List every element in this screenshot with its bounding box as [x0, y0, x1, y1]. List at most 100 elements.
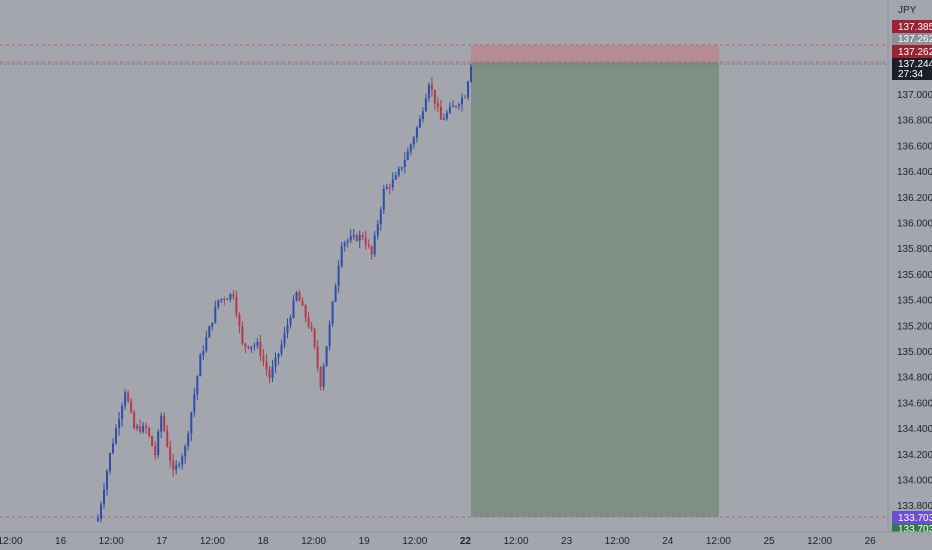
candle-bear[interactable]: [130, 401, 133, 412]
candle-bull[interactable]: [196, 376, 199, 395]
candle-bull[interactable]: [199, 354, 202, 377]
candle-bull[interactable]: [373, 235, 376, 255]
candle-bull[interactable]: [256, 341, 259, 346]
candle-bear[interactable]: [148, 427, 151, 436]
candle-bull[interactable]: [349, 236, 352, 241]
candle-bull[interactable]: [214, 307, 217, 323]
candle-bull[interactable]: [142, 425, 145, 432]
candle-bull[interactable]: [400, 167, 403, 169]
candle-bull[interactable]: [292, 300, 295, 318]
candle-bull[interactable]: [295, 292, 298, 301]
candle-bull[interactable]: [118, 419, 121, 429]
candle-bull[interactable]: [217, 300, 220, 308]
candle-bear[interactable]: [139, 426, 142, 432]
candle-bull[interactable]: [406, 151, 409, 160]
candle-bull[interactable]: [452, 105, 454, 108]
candle-bull[interactable]: [211, 322, 214, 327]
candle-bull[interactable]: [277, 353, 280, 358]
candle-bull[interactable]: [193, 394, 196, 413]
candle-bull[interactable]: [220, 298, 223, 301]
time-axis-ticks[interactable]: 12:00 16 12:00 17 12:00 18 12:00 19 12:00 22 12:00…: [0, 536, 876, 547]
candle-bull[interactable]: [467, 81, 469, 98]
candle-bear[interactable]: [304, 305, 307, 318]
candle-bull[interactable]: [461, 97, 463, 105]
candle-bull[interactable]: [334, 286, 337, 302]
candle-bear[interactable]: [247, 346, 250, 349]
candle-bull[interactable]: [391, 179, 394, 188]
candle-bear[interactable]: [439, 106, 442, 120]
candle-bear[interactable]: [169, 446, 172, 461]
candle-bull[interactable]: [289, 317, 292, 325]
candle-bear[interactable]: [361, 235, 364, 238]
candle-bull[interactable]: [418, 119, 421, 128]
candle-bear[interactable]: [388, 186, 391, 188]
candle-bull[interactable]: [376, 224, 379, 236]
candle-bull[interactable]: [112, 443, 114, 454]
take-profit-zone[interactable]: [471, 62, 719, 517]
candle-bull[interactable]: [415, 127, 418, 138]
candle-bull[interactable]: [421, 111, 424, 119]
candle-bull[interactable]: [250, 346, 253, 349]
candle-bear[interactable]: [133, 412, 136, 429]
candle-bear[interactable]: [367, 244, 370, 247]
candle-bear[interactable]: [268, 369, 271, 378]
candle-bull[interactable]: [412, 137, 415, 145]
candle-bull[interactable]: [340, 245, 343, 266]
candle-bull[interactable]: [109, 453, 111, 472]
price-axis-ticks[interactable]: 137.000 136.800 136.600 136.400 136.200 136.0…: [897, 90, 932, 512]
candle-bull[interactable]: [325, 346, 328, 367]
candle-bull[interactable]: [205, 337, 208, 351]
candle-bull[interactable]: [385, 186, 388, 189]
candle-bull[interactable]: [427, 84, 430, 99]
candle-bull[interactable]: [175, 465, 178, 470]
candle-bull[interactable]: [409, 144, 412, 152]
candle-bull[interactable]: [470, 66, 472, 82]
candle-bear[interactable]: [127, 392, 130, 402]
candle-bear[interactable]: [244, 343, 247, 347]
candle-bull[interactable]: [286, 324, 289, 333]
candle-bull[interactable]: [106, 471, 108, 490]
candle-bull[interactable]: [229, 294, 232, 299]
candle-bull[interactable]: [458, 104, 460, 107]
candle-bull[interactable]: [358, 235, 361, 241]
candle-bull[interactable]: [124, 392, 127, 406]
candle-bull[interactable]: [208, 326, 211, 338]
candle-bear[interactable]: [310, 326, 313, 330]
candle-bull[interactable]: [379, 209, 382, 225]
candle-bear[interactable]: [265, 361, 268, 370]
candle-bull[interactable]: [187, 433, 190, 447]
candle-bear[interactable]: [455, 105, 457, 107]
candle-bear[interactable]: [313, 329, 316, 347]
candle-bear[interactable]: [241, 326, 244, 344]
candle-bear[interactable]: [301, 301, 304, 306]
candle-bull[interactable]: [337, 266, 340, 287]
candle-bull[interactable]: [382, 189, 385, 210]
candle-bull[interactable]: [403, 159, 406, 168]
candle-bull[interactable]: [202, 351, 205, 355]
candle-bear[interactable]: [163, 415, 166, 431]
candle-bear[interactable]: [235, 296, 238, 315]
candle-bull[interactable]: [103, 489, 105, 505]
candle-bull[interactable]: [280, 344, 283, 354]
candle-bull[interactable]: [346, 240, 349, 243]
candle-bull[interactable]: [397, 168, 400, 176]
candle-bull[interactable]: [100, 504, 102, 519]
candle-bear[interactable]: [355, 235, 358, 241]
stop-loss-zone[interactable]: [471, 45, 719, 62]
candle-bull[interactable]: [448, 107, 451, 113]
candle-bull[interactable]: [115, 428, 117, 444]
candle-bull[interactable]: [178, 464, 181, 466]
candle-bull[interactable]: [181, 456, 184, 465]
candle-bear[interactable]: [166, 430, 169, 447]
candle-bull[interactable]: [331, 301, 334, 324]
candle-bull[interactable]: [253, 345, 256, 347]
candle-bull[interactable]: [343, 242, 346, 246]
candle-bull[interactable]: [136, 426, 139, 429]
candle-bear[interactable]: [151, 436, 154, 447]
candle-bear[interactable]: [262, 356, 265, 362]
candle-bear[interactable]: [298, 292, 301, 302]
candle-bull[interactable]: [97, 518, 99, 522]
candle-bear[interactable]: [364, 237, 367, 245]
